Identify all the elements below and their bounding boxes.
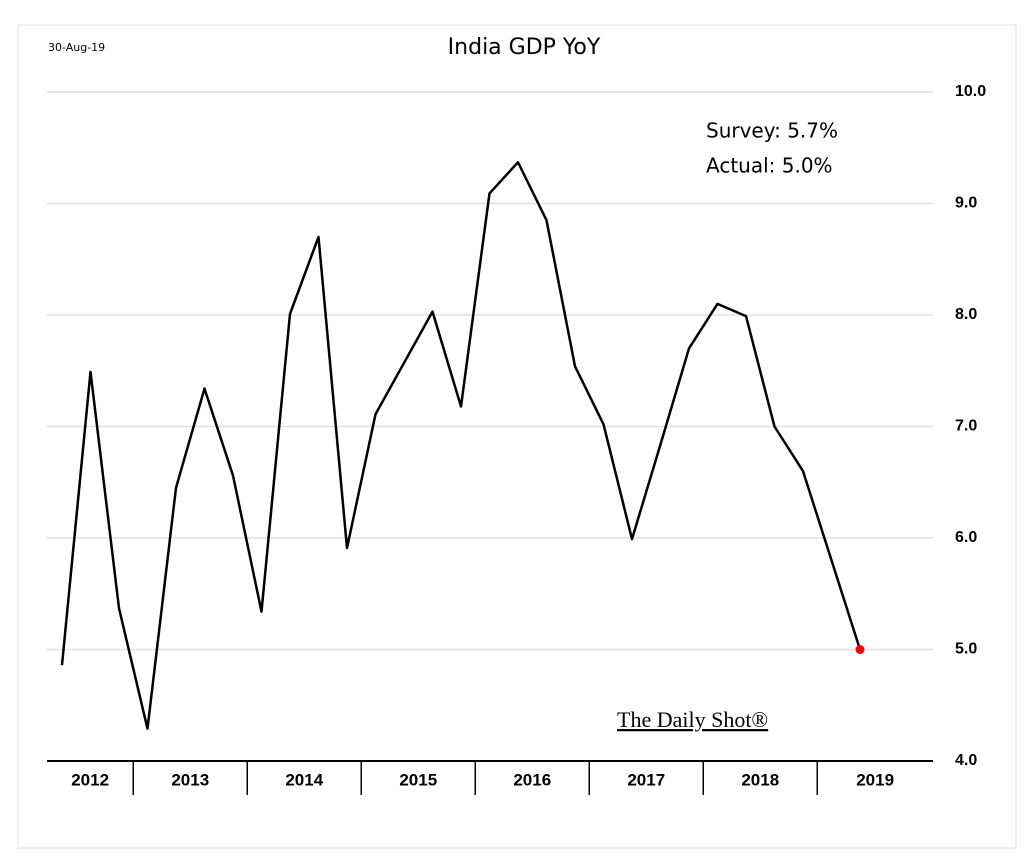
x-tick-label: 2017 (627, 770, 665, 789)
watermark: The Daily Shot® (617, 707, 768, 732)
x-tick-label: 2018 (741, 770, 779, 789)
y-tick-label: 9.0 (955, 195, 977, 212)
x-tick-label: 2012 (71, 770, 109, 789)
annotation: Actual: 5.0% (706, 154, 833, 178)
chart-title: India GDP YoY (448, 35, 601, 60)
line (60, 160, 862, 730)
frame (17, 24, 1017, 849)
x-tick-label: 2015 (399, 770, 437, 789)
x-tick-label: 2013 (171, 770, 209, 789)
y-tick-label: 4.0 (955, 752, 977, 769)
x-tick-label: 2016 (513, 770, 551, 789)
annotation: Survey: 5.7% (706, 119, 838, 143)
y-tick-label: 6.0 (955, 529, 977, 546)
y-tick-label: 10.0 (955, 83, 986, 100)
x-tick-label: 2014 (285, 770, 323, 789)
date-note: 30-Aug-19 (48, 41, 105, 54)
last-point (855, 645, 865, 654)
y-tick-label: 7.0 (955, 418, 977, 435)
y-tick-label: 5.0 (955, 641, 977, 658)
y-tick-label: 8.0 (955, 306, 977, 323)
x-tick-label: 2019 (856, 770, 894, 789)
